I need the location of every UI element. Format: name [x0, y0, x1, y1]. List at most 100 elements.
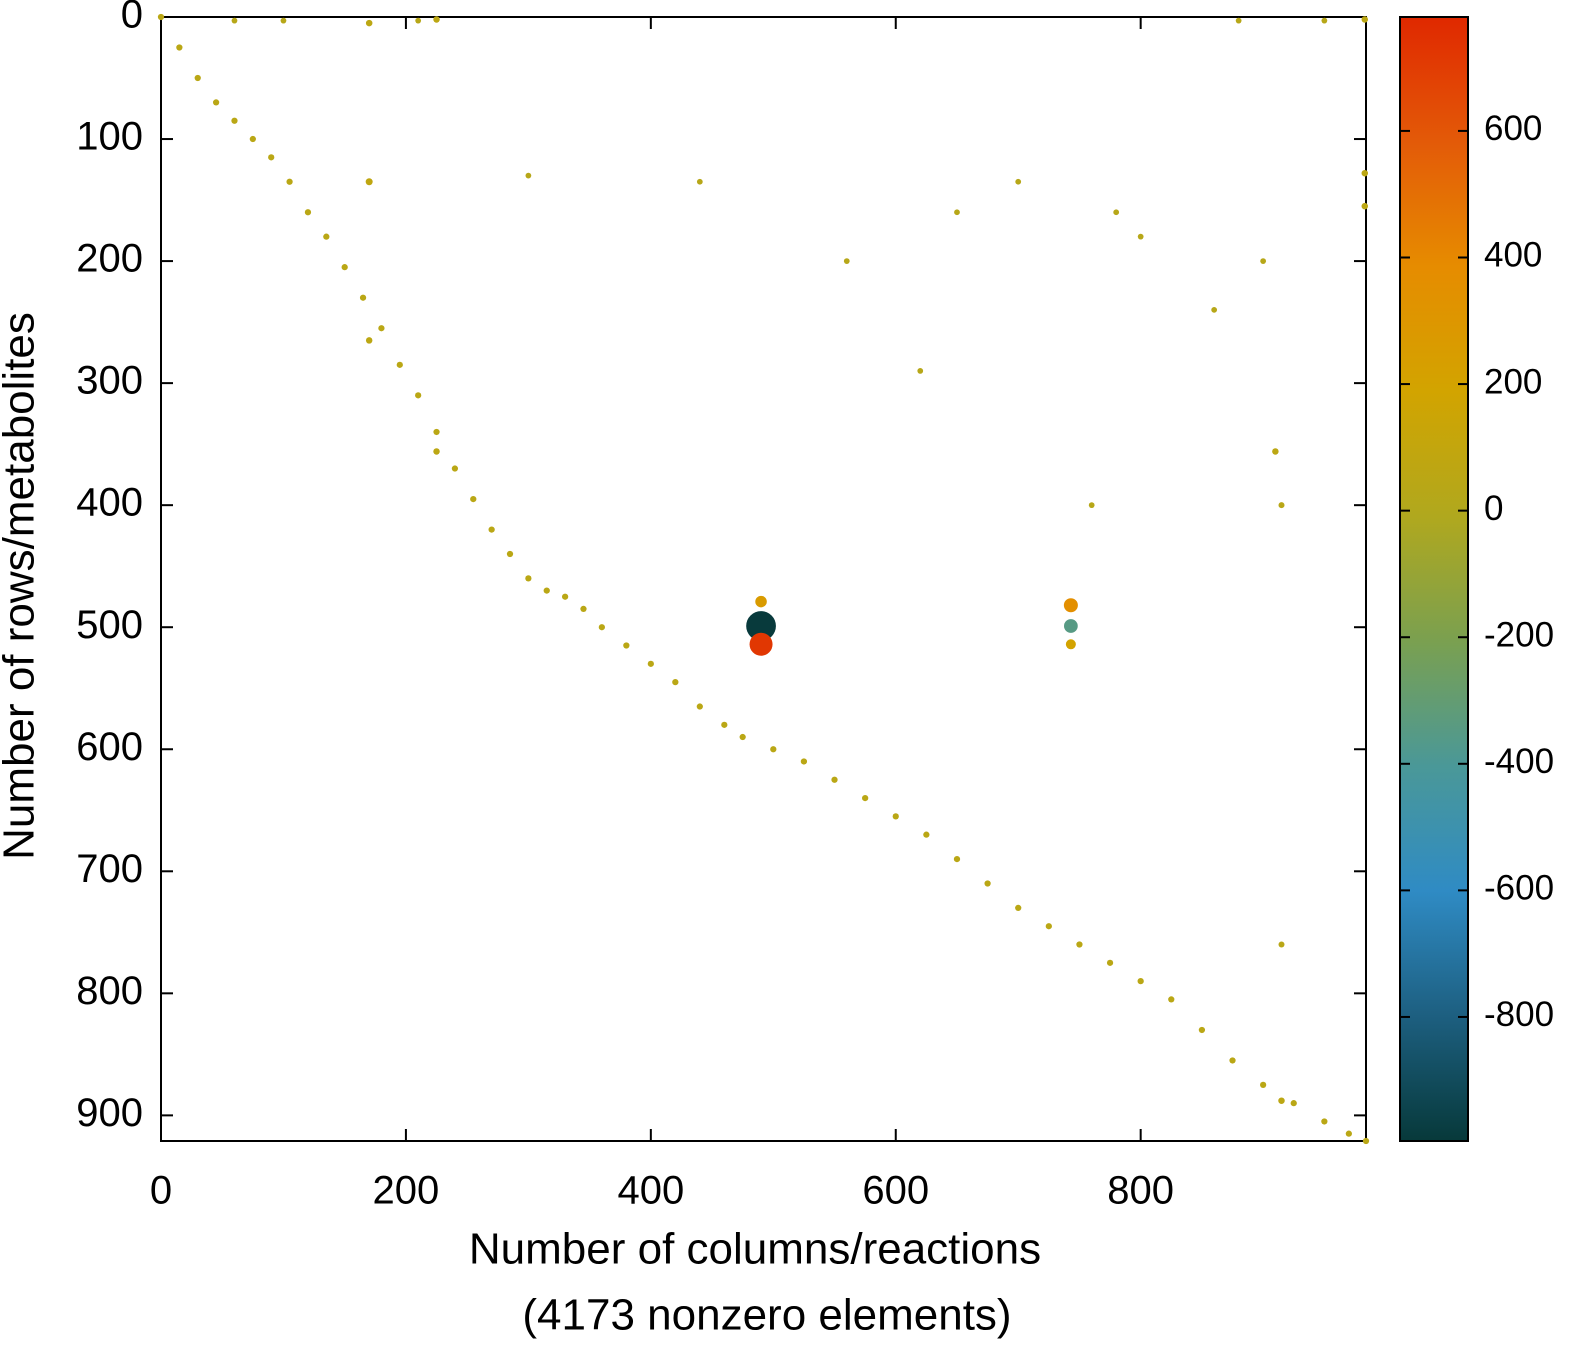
colorbar-tick-label: 600 [1484, 109, 1542, 148]
point [1272, 448, 1279, 455]
y-tick-label: 100 [76, 115, 143, 159]
point [451, 465, 459, 472]
x-axis-label: Number of columns/reactions [469, 1225, 1041, 1274]
point [800, 758, 808, 765]
x-tick-label: 0 [150, 1169, 172, 1213]
point [212, 99, 220, 106]
point [433, 428, 440, 436]
y-tick-label: 200 [76, 237, 143, 281]
plot-frame [160, 16, 1367, 1142]
point [1290, 1100, 1297, 1107]
point [1076, 941, 1083, 948]
point [1362, 1137, 1370, 1145]
point [231, 117, 238, 124]
point [1278, 941, 1285, 948]
point [365, 178, 373, 186]
point [1260, 258, 1267, 264]
colorbar-tick-label: -800 [1484, 995, 1554, 1034]
point [378, 325, 385, 332]
point [1278, 1097, 1285, 1104]
point [746, 611, 776, 641]
point [1321, 1118, 1328, 1125]
point [415, 17, 422, 24]
point [561, 593, 569, 600]
point [1168, 996, 1175, 1003]
point [1065, 639, 1076, 650]
point [831, 776, 838, 783]
point [194, 74, 201, 82]
point [1063, 598, 1078, 613]
point [647, 660, 654, 667]
point [862, 794, 869, 802]
point [1321, 17, 1328, 24]
x-tick-label: 800 [1107, 1169, 1174, 1213]
y-tick-label: 700 [76, 847, 143, 891]
point [1088, 502, 1095, 509]
point [954, 209, 960, 216]
point [843, 258, 850, 264]
point [755, 595, 767, 608]
point [1235, 17, 1242, 24]
point [157, 13, 165, 21]
point [1063, 619, 1078, 633]
x-axis-note: (4173 nonzero elements) [522, 1291, 1011, 1340]
point [1278, 502, 1285, 509]
point [892, 813, 899, 820]
point [304, 209, 312, 216]
y-tick-label: 300 [76, 359, 143, 403]
point [176, 44, 183, 51]
point [323, 233, 330, 240]
colorbar-tick-label: -400 [1484, 742, 1554, 781]
point [1361, 16, 1369, 23]
colorbar [1399, 16, 1469, 1142]
x-tick-label: 600 [862, 1169, 929, 1213]
point [543, 587, 550, 594]
point [1015, 178, 1022, 185]
point [1211, 307, 1218, 313]
x-tick-label: 400 [617, 1169, 684, 1213]
point [359, 294, 367, 301]
y-tick-label: 900 [76, 1091, 143, 1135]
point [396, 361, 403, 368]
point [1229, 1057, 1236, 1064]
colorbar-tick-label: -200 [1484, 615, 1554, 654]
colorbar-tick-label: 200 [1484, 362, 1542, 401]
point [365, 19, 373, 27]
y-tick-label: 800 [76, 969, 143, 1013]
point [433, 448, 440, 455]
point [1260, 1081, 1267, 1088]
point [696, 178, 703, 185]
point [341, 264, 348, 271]
point [470, 495, 477, 503]
point [488, 526, 495, 533]
point [1045, 923, 1052, 930]
point [770, 746, 777, 753]
x-tick-label: 200 [373, 1169, 440, 1213]
point [580, 605, 587, 613]
point [506, 550, 514, 558]
y-tick-label: 600 [76, 725, 143, 769]
colorbar-tick-label: 0 [1484, 489, 1503, 528]
y-tick-label: 0 [121, 0, 143, 37]
point [249, 135, 256, 143]
point [1198, 1026, 1206, 1034]
point [953, 855, 961, 863]
point [433, 16, 440, 23]
point [1113, 209, 1120, 216]
colorbar-tick-label: -600 [1484, 869, 1554, 908]
point [739, 733, 746, 741]
point [365, 337, 373, 344]
point [672, 678, 679, 686]
point [1015, 904, 1022, 912]
y-axis-label: Number of rows/metabolites [0, 312, 44, 860]
point [231, 17, 238, 24]
colorbar-tick-label: 400 [1484, 236, 1542, 275]
point [598, 624, 605, 631]
point [721, 721, 728, 728]
point [696, 703, 703, 710]
point [917, 368, 924, 374]
point [1137, 233, 1144, 240]
point [525, 172, 532, 179]
point [749, 632, 773, 656]
